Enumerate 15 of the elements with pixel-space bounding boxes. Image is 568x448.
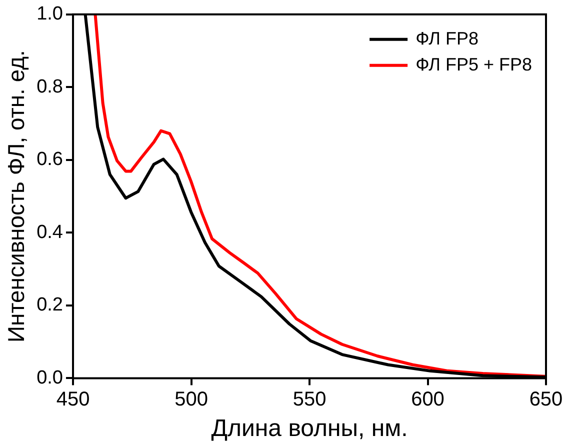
y-tick-label: 0.0	[36, 367, 64, 388]
x-tick-label: 500	[174, 388, 208, 411]
y-tick-label: 0.2	[36, 294, 64, 316]
x-axis-title: Длина волны, нм.	[211, 415, 408, 442]
y-tick-label: 1.0	[36, 4, 64, 25]
legend-label: ФЛ FP8	[416, 28, 478, 48]
x-tick-label: 650	[529, 388, 563, 411]
y-tick-label: 0.8	[36, 76, 64, 98]
legend-label: ФЛ FP5 + FP8	[416, 54, 532, 74]
y-tick-label: 0.4	[36, 222, 64, 243]
x-tick-label: 550	[292, 388, 326, 411]
y-tick-label: 0.6	[36, 149, 64, 170]
x-tick-label: 450	[56, 388, 90, 411]
x-tick-label: 600	[411, 388, 444, 411]
y-axis-title: Интенсивность ФЛ, отн. ед.	[3, 50, 30, 343]
